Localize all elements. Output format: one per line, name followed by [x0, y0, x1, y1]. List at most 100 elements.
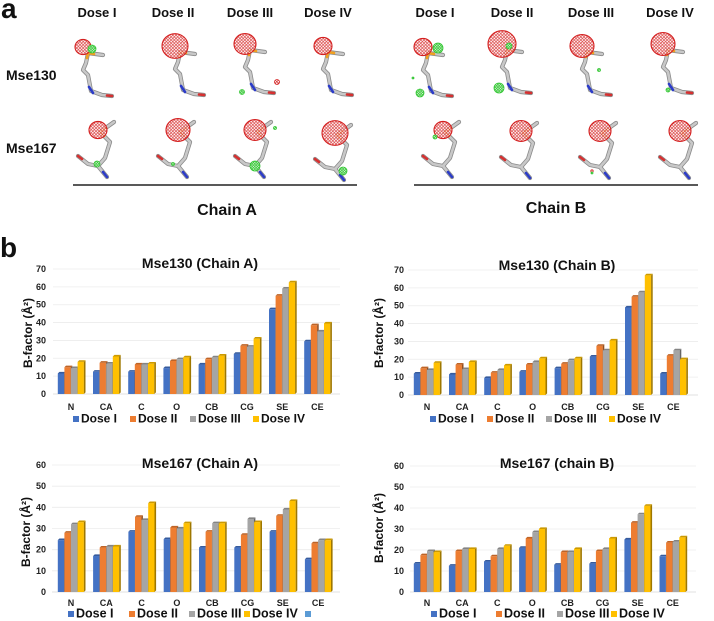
bar-top: [106, 362, 115, 364]
bar-dose-iv-ce: [680, 357, 688, 395]
y-axis-label: B-factor (Å²): [371, 493, 386, 563]
bar-front: [554, 564, 561, 592]
bar-front: [624, 539, 631, 592]
bar-top: [212, 521, 221, 524]
x-tick-label: O: [173, 598, 180, 608]
oxygen-atom: [524, 91, 533, 95]
y-tick-label: 10: [36, 371, 46, 381]
bar-top: [602, 547, 611, 549]
bar-top: [673, 348, 682, 351]
bar-front: [462, 548, 469, 592]
bar-side: [330, 321, 332, 394]
molecule-chain-b-mse130-dose-2: [487, 30, 534, 96]
nitrogen-atom: [179, 84, 187, 94]
difference-density-blob: [415, 88, 425, 98]
row-label-mse167: Mse167: [6, 140, 57, 156]
density-mesh: [433, 120, 453, 140]
oxygen-atom: [197, 93, 206, 97]
chart-title: Mse167 (Chain A): [142, 455, 258, 471]
bar-side: [686, 357, 688, 395]
bar-top: [183, 355, 192, 358]
bar-dose-iv-n: [433, 361, 442, 395]
legend-item-dose-iii: Dose III: [189, 607, 241, 621]
bar-top: [462, 547, 470, 549]
bar-front: [666, 355, 674, 395]
legend-swatch: [305, 611, 311, 617]
bar-top: [603, 348, 611, 351]
bar-front: [490, 372, 498, 395]
bar-front: [631, 296, 638, 395]
legend-swatch: [73, 416, 79, 422]
panel-b-label: b: [0, 232, 17, 263]
molecule-chain-a-mse130-dose-1: [74, 38, 115, 99]
legend: Dose I Dose II Dose III Dose IV: [68, 607, 311, 621]
bar-top: [490, 371, 499, 373]
bar-front: [99, 362, 106, 394]
bar-front: [539, 358, 546, 395]
bar-top: [503, 544, 512, 546]
bar-top: [317, 329, 326, 332]
nitrogen-atom: [249, 82, 257, 92]
bars: [413, 504, 688, 592]
legend-label: Dose II: [138, 412, 177, 426]
bar-top: [176, 357, 185, 360]
bar-dose-iv-ca: [468, 547, 477, 592]
bar-side: [295, 499, 298, 592]
bar-front: [609, 340, 616, 395]
bar-dose-iv-c: [148, 362, 156, 394]
legend-swatch: [487, 416, 493, 422]
legend-swatch: [557, 611, 563, 617]
density-mesh: [588, 120, 612, 143]
molecule-chain-b-mse167-dose-1: [420, 119, 462, 180]
bar-front: [311, 543, 318, 592]
bar-front: [183, 523, 190, 592]
bar-top: [199, 545, 207, 548]
x-tick-label: CE: [311, 402, 324, 412]
bar-top: [247, 517, 256, 519]
legend-label: Dose IV: [261, 412, 305, 426]
bar-dose-iv-ca: [468, 360, 477, 395]
bar-top: [57, 371, 66, 374]
x-tick-label: CB: [206, 598, 219, 608]
bar-top: [247, 345, 255, 347]
x-tick-label: CA: [456, 402, 469, 412]
bars: [57, 280, 332, 394]
bar-front: [673, 350, 680, 395]
molecule-chain-a-mse130-dose-2: [161, 33, 207, 98]
bar-front: [112, 356, 120, 394]
bar-top: [427, 549, 435, 552]
legend-item-dose-iii: Dose III: [546, 412, 597, 426]
bar-top: [567, 550, 576, 553]
legend-item-dose-iv: Dose IV: [609, 412, 661, 426]
bar-top: [596, 344, 605, 346]
bar-front: [205, 531, 212, 592]
bar-top: [304, 339, 313, 342]
bar-top: [211, 355, 220, 358]
dose-headers-chain-b: Dose I Dose II Dose III Dose IV: [415, 5, 694, 20]
bar-front: [679, 537, 686, 592]
bar-front: [212, 523, 219, 592]
density-mesh: [161, 33, 189, 59]
bar-top: [532, 530, 541, 533]
bar-side: [510, 544, 512, 592]
nitrogen-atom: [101, 170, 109, 179]
difference-density-blob: [597, 68, 601, 72]
bar-side: [119, 544, 121, 592]
nitrogen-atom: [506, 82, 514, 92]
x-tick-label: N: [68, 598, 75, 608]
y-tick-label: 30: [394, 336, 404, 346]
x-tick-label: C: [494, 402, 501, 412]
y-tick-label: 60: [394, 283, 404, 293]
bar-front: [77, 361, 84, 394]
difference-density-blob: [249, 160, 261, 172]
bar-top: [468, 360, 477, 362]
bar-top: [574, 356, 583, 359]
bar-top: [589, 562, 598, 564]
bar-front: [532, 532, 539, 592]
bar-front: [468, 361, 476, 395]
chart-title: Mse130 (Chain B): [499, 257, 616, 273]
difference-density-blob: [87, 44, 97, 54]
molecule-chain-b-mse167-dose-4: [657, 120, 699, 181]
difference-density-blob: [171, 162, 175, 166]
